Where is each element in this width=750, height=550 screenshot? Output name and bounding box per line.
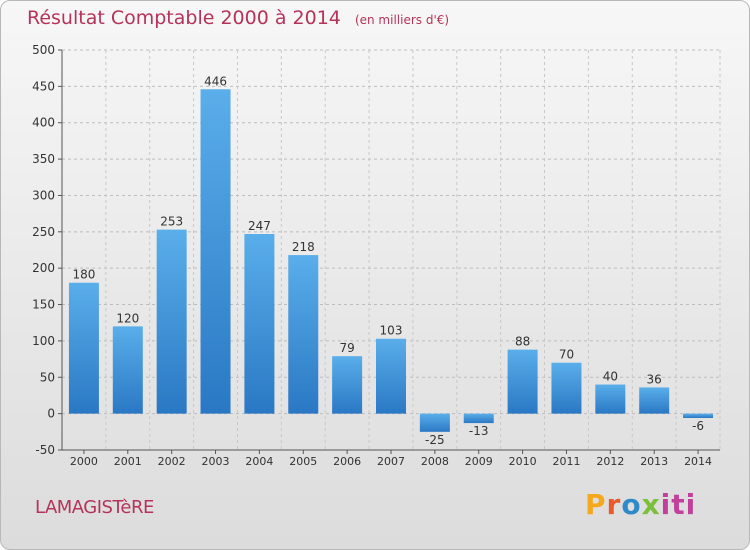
x-tick-label: 2001 <box>114 455 142 468</box>
chart-subtitle: (en milliers d'€) <box>354 13 450 27</box>
x-tick-label: 2007 <box>377 455 405 468</box>
y-tick-label: 50 <box>40 370 55 384</box>
y-tick-label: 150 <box>32 298 55 312</box>
chart-title: Résultat Comptable 2000 à 2014 (en milli… <box>27 7 449 29</box>
value-label-2008: -25 <box>425 433 445 447</box>
bar-2002 <box>156 229 187 414</box>
x-tick-label: 2011 <box>552 455 580 468</box>
x-tick-label: 2009 <box>465 455 493 468</box>
y-tick-label: 100 <box>32 334 55 348</box>
x-tick-label: 2014 <box>684 455 712 468</box>
bar-2007 <box>376 338 406 414</box>
y-tick-label: 350 <box>32 152 55 166</box>
bar-2005 <box>288 255 319 414</box>
bar-2009 <box>463 413 494 424</box>
bar-2001 <box>112 326 143 414</box>
value-label-2003: 446 <box>204 74 227 88</box>
bar-2014 <box>683 413 714 418</box>
y-tick-label: 200 <box>32 261 55 275</box>
value-label-2007: 103 <box>380 324 403 338</box>
x-tick-label: 2013 <box>640 455 668 468</box>
bar-2006 <box>332 356 363 414</box>
y-tick-label: 400 <box>32 116 55 130</box>
y-tick-label: 0 <box>47 407 55 421</box>
x-tick-label: 2002 <box>158 455 186 468</box>
x-tick-label: 2010 <box>509 455 537 468</box>
y-tick-label: 300 <box>32 188 55 202</box>
value-label-2009: -13 <box>469 424 489 438</box>
x-tick-label: 2008 <box>421 455 449 468</box>
x-tick-label: 2005 <box>289 455 317 468</box>
value-label-2005: 218 <box>292 240 315 254</box>
value-label-2011: 70 <box>559 348 574 362</box>
value-label-2001: 120 <box>116 311 139 325</box>
x-tick-label: 2003 <box>202 455 230 468</box>
value-label-2010: 88 <box>515 335 530 349</box>
x-tick-label: 2012 <box>596 455 624 468</box>
value-label-2002: 253 <box>160 215 183 229</box>
commune-name: LAMAGISTèRE <box>35 497 154 518</box>
value-label-2006: 79 <box>339 341 354 355</box>
value-label-2000: 180 <box>72 268 95 282</box>
value-label-2014: -6 <box>692 419 704 433</box>
bar-2008 <box>419 413 450 432</box>
y-tick-label: 500 <box>32 43 55 57</box>
value-label-2013: 36 <box>647 372 662 386</box>
x-tick-label: 2000 <box>70 455 98 468</box>
proxiti-logo: Proxiti <box>585 488 697 521</box>
y-tick-label: 250 <box>32 225 55 239</box>
value-label-2004: 247 <box>248 219 271 233</box>
bar-2003 <box>200 89 231 414</box>
bar-2011 <box>551 362 582 414</box>
chart-title-text: Résultat Comptable 2000 à 2014 <box>27 7 341 29</box>
y-tick-label: 450 <box>32 79 55 93</box>
bar-2004 <box>244 234 275 414</box>
x-tick-label: 2004 <box>245 455 273 468</box>
x-tick-label: 2006 <box>333 455 361 468</box>
value-label-2012: 40 <box>603 370 618 384</box>
bar-2010 <box>507 349 538 414</box>
bar-2012 <box>595 384 626 414</box>
y-tick-label: -50 <box>35 443 55 457</box>
bar-2013 <box>639 387 670 414</box>
bar-2000 <box>68 282 99 414</box>
